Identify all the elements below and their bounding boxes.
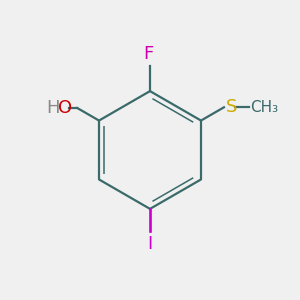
Text: O: O (58, 99, 72, 117)
Text: H: H (46, 99, 59, 117)
Text: I: I (147, 235, 153, 253)
Text: S: S (225, 98, 237, 116)
Text: CH₃: CH₃ (250, 100, 279, 115)
Text: F: F (143, 44, 154, 62)
